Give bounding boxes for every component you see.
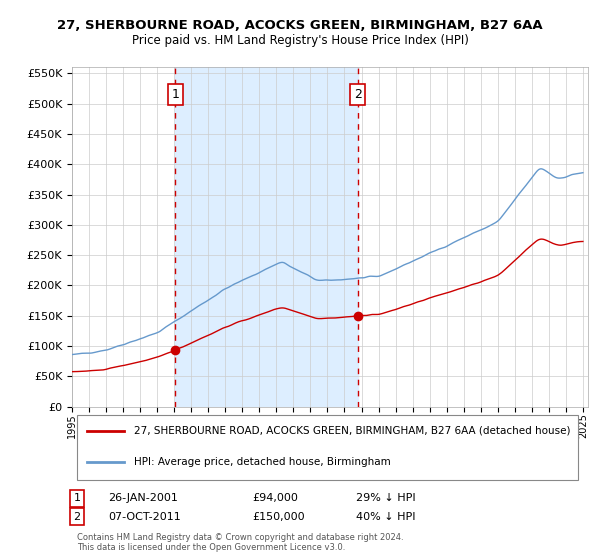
Text: 40% ↓ HPI: 40% ↓ HPI bbox=[356, 512, 415, 522]
Text: 26-JAN-2001: 26-JAN-2001 bbox=[108, 493, 178, 503]
Text: 29% ↓ HPI: 29% ↓ HPI bbox=[356, 493, 415, 503]
Bar bbox=[175, 67, 358, 407]
Text: Price paid vs. HM Land Registry's House Price Index (HPI): Price paid vs. HM Land Registry's House … bbox=[131, 34, 469, 47]
Text: 27, SHERBOURNE ROAD, ACOCKS GREEN, BIRMINGHAM, B27 6AA: 27, SHERBOURNE ROAD, ACOCKS GREEN, BIRMI… bbox=[57, 18, 543, 32]
Text: 07-OCT-2011: 07-OCT-2011 bbox=[108, 512, 181, 522]
Text: £94,000: £94,000 bbox=[253, 493, 298, 503]
FancyBboxPatch shape bbox=[77, 415, 578, 480]
Text: 1: 1 bbox=[172, 88, 179, 101]
Text: 2: 2 bbox=[353, 88, 362, 101]
Text: 1: 1 bbox=[74, 493, 80, 503]
Text: HPI: Average price, detached house, Birmingham: HPI: Average price, detached house, Birm… bbox=[134, 457, 391, 466]
Text: 27, SHERBOURNE ROAD, ACOCKS GREEN, BIRMINGHAM, B27 6AA (detached house): 27, SHERBOURNE ROAD, ACOCKS GREEN, BIRMI… bbox=[134, 426, 571, 436]
Text: £150,000: £150,000 bbox=[253, 512, 305, 522]
Text: Contains HM Land Registry data © Crown copyright and database right 2024.
This d: Contains HM Land Registry data © Crown c… bbox=[77, 533, 404, 552]
Text: 2: 2 bbox=[74, 512, 81, 522]
